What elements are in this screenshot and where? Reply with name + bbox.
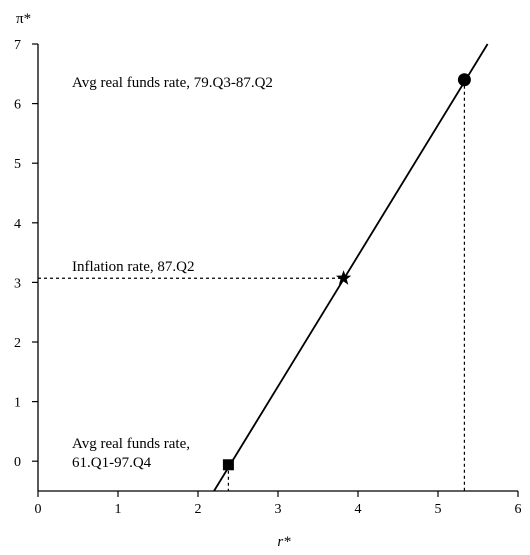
y-tick-label: 1	[14, 396, 21, 411]
point-label: Avg real funds rate, 61.Q1-97.Q4	[72, 436, 190, 471]
x-tick-label: 0	[35, 502, 42, 517]
y-tick-label: 6	[14, 98, 21, 113]
x-tick-label: 6	[515, 502, 522, 517]
y-axis-title: π*	[16, 11, 31, 27]
star-marker	[335, 270, 352, 285]
point-label-line: Inflation rate, 87.Q2	[72, 259, 194, 275]
x-tick-label: 5	[435, 502, 442, 517]
guide-lines	[38, 79, 465, 491]
point-label: Avg real funds rate, 79.Q3-87.Q2	[72, 75, 273, 91]
square-marker	[222, 459, 234, 471]
point-label-line: 61.Q1-97.Q4	[72, 455, 152, 471]
y-tick-label: 4	[14, 217, 21, 232]
circle-marker	[457, 73, 471, 87]
y-tick-label: 3	[14, 276, 21, 291]
annotations: Avg real funds rate, 79.Q3-87.Q2 Inflatio…	[72, 75, 273, 471]
y-tick-label: 0	[14, 455, 21, 470]
x-tick-label: 1	[115, 502, 122, 517]
point-label-line: Avg real funds rate,	[72, 436, 190, 452]
y-tick-label: 7	[14, 38, 21, 53]
x-tick-label: 2	[195, 502, 202, 517]
markers	[222, 73, 471, 471]
series	[213, 43, 489, 492]
point-label: Inflation rate, 87.Q2	[72, 259, 194, 275]
x-tick-label: 4	[355, 502, 362, 517]
point-label-line: Avg real funds rate, 79.Q3-87.Q2	[72, 75, 273, 91]
axes: 0 1 2 3 4 5 6 0 1 2 3 4 5 6 7 π* r*	[14, 11, 522, 550]
y-tick-label: 2	[14, 336, 21, 351]
x-axis-title: r*	[277, 534, 291, 550]
y-tick-label: 5	[14, 157, 21, 172]
x-tick-label: 3	[275, 502, 282, 517]
series-line	[213, 43, 489, 492]
